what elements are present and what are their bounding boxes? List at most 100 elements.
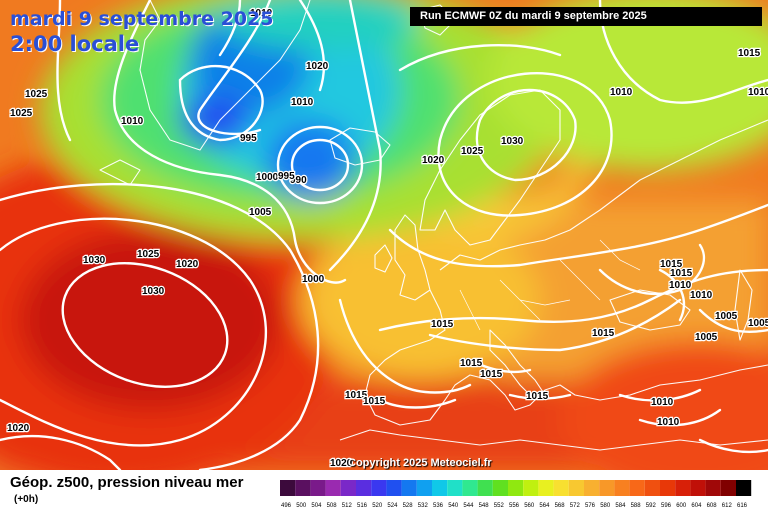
isobar-label-1000-low: 1000 [256,172,279,183]
isobar-label-1005-east: 1005 [715,311,738,322]
parameter-title: Géop. z500, pression niveau mer [10,474,244,491]
legend-tick-label: 548 [479,503,490,509]
legend-tick-label: 584 [615,503,626,509]
legend-tick-label: 496 [281,503,292,509]
legend-swatch [477,480,493,496]
legend-tick-label: 512 [342,503,353,509]
isobar-label-1015-mediterranean: 1015 [526,391,549,402]
legend-swatch [720,480,736,496]
legend-tick-label: 540 [448,503,459,509]
legend-swatch [401,480,417,496]
isobar-label-1005-caucasus: 1005 [748,318,768,329]
legend-tick-label: 592 [646,503,657,509]
isobar-label-1015-northeast: 1015 [738,48,761,59]
legend-swatch [310,480,326,496]
isobar-label-1020-southwest: 1020 [7,423,30,434]
legend-tick-label: 524 [387,503,398,509]
forecast-time: 2:00 locale [10,32,140,56]
coastlines [99,0,768,451]
legend-swatch [295,480,311,496]
isobar-label-1010-east-c: 1010 [690,290,713,301]
legend-swatch [599,480,615,496]
isobar-label-1030-finland: 1030 [501,136,524,147]
isobar-label-1025-west-a: 1025 [25,89,48,100]
legend-swatch [340,480,356,496]
legend-tick-label: 588 [631,503,642,509]
legend-swatch [553,480,569,496]
legend-tick-label: 532 [418,503,429,509]
legend-tick-label: 500 [296,503,307,509]
legend-swatch [660,480,676,496]
legend-swatch [584,480,600,496]
legend-swatch [568,480,584,496]
legend-swatch [690,480,706,496]
legend-swatch [371,480,387,496]
legend-swatch [736,480,752,496]
legend-tick-label: 552 [494,503,505,509]
legend-tick-label: 520 [372,503,383,509]
isobar-label-990: 990 [290,175,307,186]
legend-swatch [325,480,341,496]
isobar-label-995-low: 995 [278,171,295,182]
legend-swatch [675,480,691,496]
legend-tick-label: 536 [433,503,444,509]
legend-tick-label: 608 [707,503,718,509]
isobar-label-1005-middle-east: 1005 [695,332,718,343]
isobar-label-1020-iceland: 1020 [306,61,329,72]
legend-swatch [508,480,524,496]
color-scale-legend: 496 500 504 508 512 516 520 524 528 532 536 540 544 5… [280,480,752,509]
legend-tick-label: 564 [539,503,550,509]
legend-swatch [447,480,463,496]
legend-tick-label: 572 [570,503,581,509]
isobar-label-1010-north: 1010 [250,8,273,19]
legend-tick-label: 508 [327,503,338,509]
isobar-label-1030-azores-a: 1030 [83,255,106,266]
legend-tick-label: 580 [600,503,611,509]
isobar-label-1010-west: 1010 [121,116,144,127]
isobar-label-1015-spain-b: 1015 [363,396,386,407]
isobar-label-1010-cyprus: 1010 [657,417,680,428]
isobar-label-1000-scotland: 1000 [302,274,325,285]
isobar-label-1005-atlantic: 1005 [249,207,272,218]
isobar-label-1015-east-a: 1015 [660,259,683,270]
legend-swatch [280,480,296,496]
isobar-label-1015-italy-b: 1015 [480,369,503,380]
isobars [0,0,768,470]
legend-tick-label: 516 [357,503,368,509]
legend-swatch [523,480,539,496]
legend-tick-label: 544 [463,503,474,509]
legend-tick-label: 556 [509,503,520,509]
isobar-label-1010-turkey: 1010 [651,397,674,408]
legend-swatch [614,480,630,496]
legend-tick-label: 504 [311,503,322,509]
isobar-label-1010-east-b: 1010 [669,280,692,291]
isobar-label-1010-east: 1010 [748,87,768,98]
legend-swatch [538,480,554,496]
isobar-label-1010-russia: 1010 [610,87,633,98]
legend-swatch [416,480,432,496]
isobar-label-1020-morocco: 1020 [330,458,353,469]
legend-swatch [432,480,448,496]
isobar-label-1025-west-b: 1025 [10,108,33,119]
legend-tick-label: 576 [585,503,596,509]
copyright-text: Copyright 2025 Meteociel.fr [348,457,492,469]
isobar-label-1010-iceland: 1010 [291,97,314,108]
isobar-label-1030-azores-b: 1030 [142,286,165,297]
legend-swatch [462,480,478,496]
legend-swatch [386,480,402,496]
legend-tick-label: 528 [403,503,414,509]
legend-swatch [644,480,660,496]
legend-swatch [492,480,508,496]
isobar-label-1015-balkans: 1015 [592,328,615,339]
legend-tick-label: 600 [676,503,687,509]
legend-swatch [705,480,721,496]
forecast-offset: (+0h) [14,494,39,505]
legend-tick-label: 596 [661,503,672,509]
legend-tick-label: 616 [737,503,748,509]
legend-swatch [629,480,645,496]
isobar-label-1015-spain-a: 1015 [345,390,368,401]
isobar-label-1025-atlantic: 1025 [137,249,160,260]
